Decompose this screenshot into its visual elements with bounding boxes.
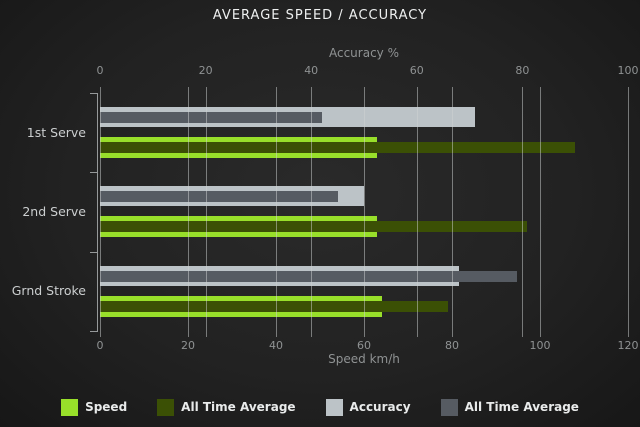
accuracy-swatch-icon [325, 398, 343, 416]
legend-label: All Time Average [464, 400, 579, 414]
category-label-1st-serve: 1st Serve [26, 125, 86, 140]
all-time-speed-swatch-icon [157, 398, 175, 416]
legend-item-speed-all-time-average: All Time Average [157, 398, 296, 416]
bar-accuracy-all-time-average [100, 112, 322, 123]
bar-accuracy-all-time-average [100, 271, 518, 282]
y-axis-tick-stub [90, 172, 98, 173]
bottom-axis-tick-label: 0 [96, 339, 104, 352]
bottom-axis-tick-label: 60 [357, 339, 371, 352]
top-axis-tick-label: 60 [409, 64, 424, 77]
y-axis-tick-stub [90, 331, 98, 332]
top-axis-tick-label: 0 [96, 64, 104, 77]
legend-item-accuracy-all-time-average: All Time Average [440, 398, 579, 416]
legend-item-speed: Speed [61, 398, 128, 416]
bottom-axis-tick-label: 80 [445, 339, 459, 352]
top-axis-tick-label: 20 [198, 64, 213, 77]
top-axis-label: Accuracy % [328, 46, 399, 60]
all-time-accuracy-swatch-icon [440, 398, 458, 416]
bottom-axis-tick-label: 20 [181, 339, 195, 352]
category-label-2nd-serve: 2nd Serve [22, 204, 86, 219]
category-label-grnd-stroke: Grnd Stroke [11, 283, 86, 298]
legend-item-accuracy: Accuracy [325, 398, 411, 416]
bar-speed-all-time-average [100, 301, 448, 312]
bar-speed-all-time-average [100, 142, 576, 153]
bar-speed-all-time-average [100, 221, 527, 232]
legend-label: All Time Average [181, 400, 296, 414]
top-axis-tick-label: 80 [515, 64, 530, 77]
legend-label: Accuracy [349, 400, 411, 414]
bottom-axis-tick-label: 120 [617, 339, 639, 352]
bar-accuracy-all-time-average [100, 191, 338, 202]
plot-area [100, 93, 628, 331]
top-axis-tick-label: 40 [304, 64, 319, 77]
y-axis-tick-stub [90, 252, 98, 253]
y-axis-tick-stub [90, 93, 98, 94]
speed-swatch-icon [61, 398, 79, 416]
bottom-axis-tick-label: 100 [529, 339, 551, 352]
top-axis-tick-label: 100 [617, 64, 639, 77]
bottom-axis-label: Speed km/h [328, 352, 400, 366]
gridline [628, 87, 629, 337]
legend: Speed All Time Average Accuracy All Time… [0, 396, 640, 418]
bottom-axis-tick-label: 40 [269, 339, 283, 352]
legend-label: Speed [85, 400, 128, 414]
y-axis-line [97, 93, 98, 331]
chart-title: AVERAGE SPEED / ACCURACY [212, 8, 428, 23]
